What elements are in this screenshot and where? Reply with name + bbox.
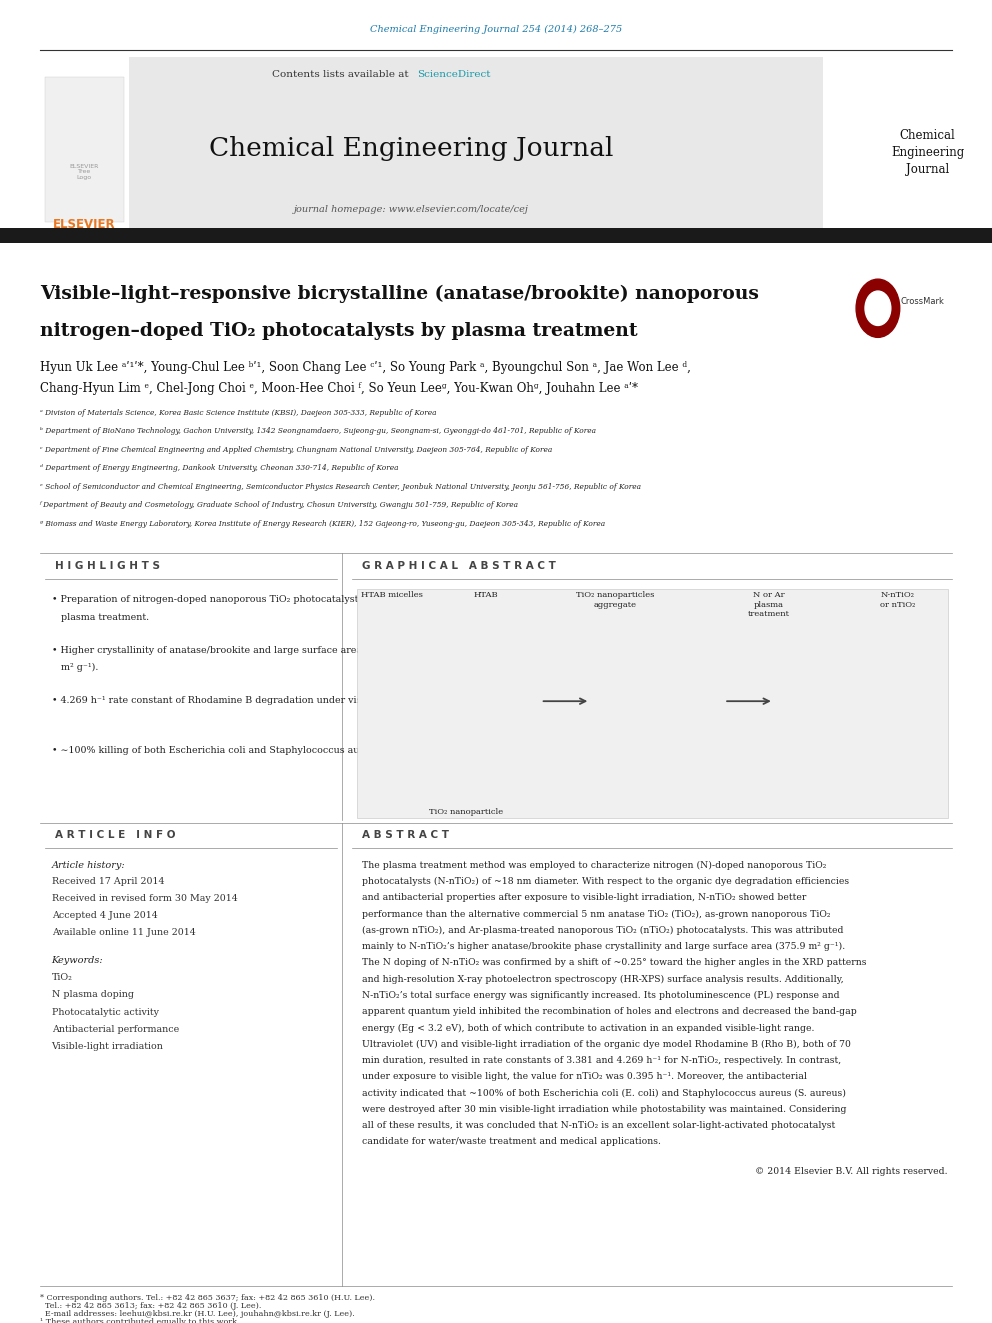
Text: Available online 11 June 2014: Available online 11 June 2014 [52,929,195,937]
Text: Photocatalytic activity: Photocatalytic activity [52,1008,159,1016]
Text: Visible–light–responsive bicrystalline (anatase/brookite) nanoporous: Visible–light–responsive bicrystalline (… [40,284,759,303]
Text: mainly to N-nTiO₂’s higher anatase/brookite phase crystallinity and large surfac: mainly to N-nTiO₂’s higher anatase/brook… [362,942,845,951]
Text: ScienceDirect: ScienceDirect [417,70,490,78]
Text: ELSEVIER
Tree
Logo: ELSEVIER Tree Logo [69,164,99,180]
Text: and high-resolution X-ray photoelectron spectroscopy (HR-XPS) surface analysis r: and high-resolution X-ray photoelectron … [362,975,844,984]
Text: nitrogen–doped TiO₂ photocatalysts by plasma treatment: nitrogen–doped TiO₂ photocatalysts by pl… [40,321,637,340]
Text: N-nTiO₂’s total surface energy was significantly increased. Its photoluminescenc: N-nTiO₂’s total surface energy was signi… [362,991,839,1000]
Text: Hyun Uk Lee ᵃʹ¹ʹ*, Young-Chul Lee ᵇʹ¹, Soon Chang Lee ᶜʹ¹, So Young Park ᵃ, Byou: Hyun Uk Lee ᵃʹ¹ʹ*, Young-Chul Lee ᵇʹ¹, S… [40,361,690,374]
Text: © 2014 Elsevier B.V. All rights reserved.: © 2014 Elsevier B.V. All rights reserved… [755,1167,947,1176]
Text: ᶜ Department of Fine Chemical Engineering and Applied Chemistry, Chungnam Nation: ᶜ Department of Fine Chemical Engineerin… [40,446,552,454]
Text: Accepted 4 June 2014: Accepted 4 June 2014 [52,912,158,919]
Text: ELSEVIER: ELSEVIER [53,218,116,232]
Bar [0,228,992,243]
Text: Contents lists available at: Contents lists available at [272,70,412,78]
Bar [129,57,823,232]
Text: under exposure to visible light, the value for nTiO₂ was 0.395 h⁻¹. Moreover, th: under exposure to visible light, the val… [362,1072,807,1081]
Text: Antibacterial performance: Antibacterial performance [52,1025,179,1033]
Text: Keywords:: Keywords: [52,957,103,964]
Bar [45,77,124,222]
Text: ᵉ School of Semiconductor and Chemical Engineering, Semiconductor Physics Resear: ᵉ School of Semiconductor and Chemical E… [40,483,641,491]
Text: journal homepage: www.elsevier.com/locate/cej: journal homepage: www.elsevier.com/locat… [295,205,529,213]
Text: N or Ar
plasma
treatment: N or Ar plasma treatment [748,591,790,618]
Text: HTAB: HTAB [474,591,498,599]
Text: ᵇ Department of BioNano Technology, Gachon University, 1342 Seongnamdaero, Sujeo: ᵇ Department of BioNano Technology, Gach… [40,427,595,435]
Text: • 4.269 h⁻¹ rate constant of Rhodamine B degradation under visible light.: • 4.269 h⁻¹ rate constant of Rhodamine B… [52,696,407,705]
Text: TiO₂: TiO₂ [52,974,72,982]
Text: (as-grown nTiO₂), and Ar-plasma-treated nanoporous TiO₂ (nTiO₂) photocatalysts. : (as-grown nTiO₂), and Ar-plasma-treated … [362,926,843,935]
Text: A R T I C L E   I N F O: A R T I C L E I N F O [55,830,175,840]
Text: The N doping of N-nTiO₂ was confirmed by a shift of ~0.25° toward the higher ang: The N doping of N-nTiO₂ was confirmed by… [362,958,867,967]
Text: Received 17 April 2014: Received 17 April 2014 [52,877,164,885]
Text: were destroyed after 30 min visible-light irradiation while photostability was m: were destroyed after 30 min visible-ligh… [362,1105,846,1114]
Text: E-mail addresses: leehui@kbsi.re.kr (H.U. Lee), jouhahn@kbsi.re.kr (J. Lee).: E-mail addresses: leehui@kbsi.re.kr (H.U… [40,1310,354,1318]
Text: G R A P H I C A L   A B S T R A C T: G R A P H I C A L A B S T R A C T [362,561,556,572]
Text: candidate for water/waste treatment and medical applications.: candidate for water/waste treatment and … [362,1138,661,1147]
Text: m² g⁻¹).: m² g⁻¹). [52,663,98,672]
Text: Chang-Hyun Lim ᵉ, Chel-Jong Choi ᵉ, Moon-Hee Choi ᶠ, So Yeun Leeᵍ, You-Kwan Ohᵍ,: Chang-Hyun Lim ᵉ, Chel-Jong Choi ᵉ, Moon… [40,382,638,396]
Text: Visible-light irradiation: Visible-light irradiation [52,1043,164,1050]
Text: energy (Eg < 3.2 eV), both of which contribute to activation in an expanded visi: energy (Eg < 3.2 eV), both of which cont… [362,1024,814,1032]
Text: Ultraviolet (UV) and visible-light irradiation of the organic dye model Rhodamin: Ultraviolet (UV) and visible-light irrad… [362,1040,851,1049]
Text: ᵃ Division of Materials Science, Korea Basic Science Institute (KBSI), Daejeon 3: ᵃ Division of Materials Science, Korea B… [40,409,436,417]
Text: ᶠ Department of Beauty and Cosmetology, Graduate School of Industry, Chosun Univ: ᶠ Department of Beauty and Cosmetology, … [40,501,519,509]
Bar [40,57,129,232]
Text: Chemical Engineering Journal: Chemical Engineering Journal [209,136,614,160]
Text: all of these results, it was concluded that N-nTiO₂ is an excellent solar-light-: all of these results, it was concluded t… [362,1121,835,1130]
Text: min duration, resulted in rate constants of 3.381 and 4.269 h⁻¹ for N-nTiO₂, res: min duration, resulted in rate constants… [362,1056,841,1065]
Text: A B S T R A C T: A B S T R A C T [362,830,449,840]
Text: H I G H L I G H T S: H I G H L I G H T S [55,561,160,572]
Text: • Preparation of nitrogen-doped nanoporous TiO₂ photocatalyst by: • Preparation of nitrogen-doped nanoporo… [52,595,372,605]
Text: The plasma treatment method was employed to characterize nitrogen (N)-doped nano: The plasma treatment method was employed… [362,861,826,869]
Circle shape [865,291,891,325]
Text: ᵈ Department of Energy Engineering, Dankook University, Cheonan 330-714, Republi: ᵈ Department of Energy Engineering, Dank… [40,464,398,472]
Text: CrossMark: CrossMark [901,298,944,306]
Text: N plasma doping: N plasma doping [52,991,134,999]
Text: Chemical Engineering Journal 254 (2014) 268–275: Chemical Engineering Journal 254 (2014) … [370,25,622,33]
Bar [357,589,948,818]
Text: N-nTiO₂
or nTiO₂: N-nTiO₂ or nTiO₂ [880,591,916,609]
Text: performance than the alternative commercial 5 nm anatase TiO₂ (TiO₂), as-grown n: performance than the alternative commerc… [362,909,830,918]
Text: ᵍ Biomass and Waste Energy Laboratory, Korea Institute of Energy Research (KIER): ᵍ Biomass and Waste Energy Laboratory, K… [40,520,605,528]
Text: Chemical
Engineering
Journal: Chemical Engineering Journal [891,128,964,176]
Circle shape [856,279,900,337]
Text: plasma treatment.: plasma treatment. [52,613,149,622]
Text: HTAB micelles: HTAB micelles [361,591,423,599]
Text: TiO₂ nanoparticles
aggregate: TiO₂ nanoparticles aggregate [575,591,655,609]
Text: photocatalysts (N-nTiO₂) of ~18 nm diameter. With respect to the organic dye deg: photocatalysts (N-nTiO₂) of ~18 nm diame… [362,877,849,886]
Text: and antibacterial properties after exposure to visible-light irradiation, N-nTiO: and antibacterial properties after expos… [362,893,806,902]
Text: * Corresponding authors. Tel.: +82 42 865 3637; fax: +82 42 865 3610 (H.U. Lee).: * Corresponding authors. Tel.: +82 42 86… [40,1294,375,1302]
Text: activity indicated that ~100% of both Escherichia coli (E. coli) and Staphylococ: activity indicated that ~100% of both Es… [362,1089,846,1098]
Text: • Higher crystallinity of anatase/brookite and large surface area (375.9: • Higher crystallinity of anatase/brooki… [52,646,396,655]
Text: Received in revised form 30 May 2014: Received in revised form 30 May 2014 [52,894,237,902]
Text: TiO₂ nanoparticle: TiO₂ nanoparticle [430,808,503,816]
Text: • ∼100% killing of both Escherichia coli and Staphylococcus aureus for 30 min.: • ∼100% killing of both Escherichia coli… [52,746,436,755]
Text: apparent quantum yield inhibited the recombination of holes and electrons and de: apparent quantum yield inhibited the rec… [362,1007,857,1016]
Text: ¹ These authors contributed equally to this work.: ¹ These authors contributed equally to t… [40,1318,239,1323]
Text: Tel.: +82 42 865 3613; fax: +82 42 865 3610 (J. Lee).: Tel.: +82 42 865 3613; fax: +82 42 865 3… [40,1302,261,1310]
Text: Article history:: Article history: [52,861,125,869]
